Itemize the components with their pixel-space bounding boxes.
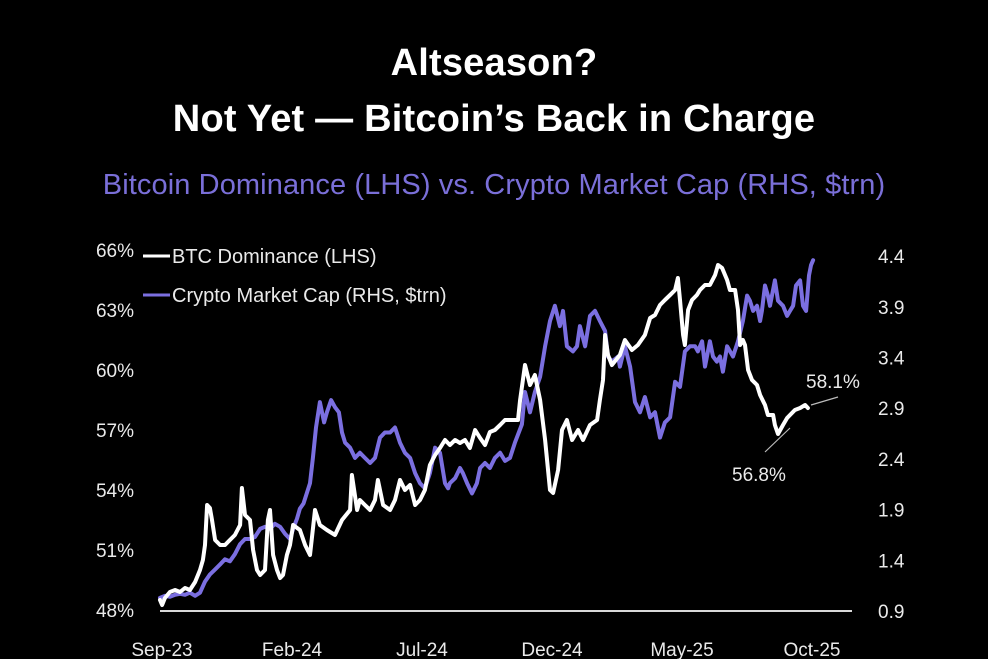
- chart-title-line-1: Altseason?: [390, 42, 598, 84]
- annotation-leader-low: [764, 427, 791, 453]
- right-axis-tick-label: 4.4: [878, 247, 905, 268]
- annotation-low: 56.8%: [732, 427, 791, 486]
- right-axis-tick-label: 3.4: [878, 349, 905, 370]
- left-axis-ticks: 48% 51% 54% 57% 60% 63% 66%: [96, 241, 134, 622]
- chart-title-line-2: Not Yet — Bitcoin’s Back in Charge: [172, 98, 816, 140]
- right-axis-tick-label: 3.9: [878, 298, 904, 319]
- left-axis-tick-label: 48%: [96, 601, 134, 622]
- annotation-leader-latest: [810, 396, 839, 406]
- annotation-label-low: 56.8%: [732, 465, 786, 486]
- left-axis-tick-label: 63%: [96, 301, 134, 322]
- x-axis-tick-label: Jul-24: [396, 640, 448, 659]
- legend-label-btc: BTC Dominance (LHS): [172, 246, 377, 268]
- x-axis-tick-label: May-25: [650, 640, 713, 659]
- x-axis-tick-label: Dec-24: [521, 640, 583, 659]
- chart-subtitle: Bitcoin Dominance (LHS) vs. Crypto Marke…: [102, 169, 886, 201]
- annotation-label-latest: 58.1%: [806, 372, 860, 393]
- left-axis-tick-label: 51%: [96, 541, 134, 562]
- x-axis-ticks: Sep-23 Feb-24 Jul-24 Dec-24 May-25 Oct-25: [131, 640, 840, 659]
- right-axis-tick-label: 2.4: [878, 450, 905, 471]
- legend-item-btc[interactable]: BTC Dominance (LHS): [143, 246, 377, 268]
- mcap-series-line: [158, 258, 816, 600]
- right-axis-tick-label: 1.9: [878, 501, 904, 522]
- x-axis-tick-label: Feb-24: [262, 640, 323, 659]
- left-axis-tick-label: 54%: [96, 481, 134, 502]
- annotation-latest: 58.1%: [806, 372, 860, 406]
- legend-label-mcap: Crypto Market Cap (RHS, $trn): [172, 285, 447, 307]
- btc-series-line: [158, 263, 810, 607]
- left-axis-tick-label: 60%: [96, 361, 134, 382]
- x-axis-tick-label: Oct-25: [783, 640, 840, 659]
- right-axis-ticks: 0.9 1.4 1.9 2.4 2.9 3.4 3.9 4.4: [878, 247, 905, 623]
- left-axis-tick-label: 66%: [96, 241, 134, 262]
- right-axis-tick-label: 2.9: [878, 399, 904, 420]
- right-axis-tick-label: 1.4: [878, 551, 905, 572]
- right-axis-tick-label: 0.9: [878, 602, 904, 623]
- x-axis-tick-label: Sep-23: [131, 640, 192, 659]
- legend-item-mcap[interactable]: Crypto Market Cap (RHS, $trn): [143, 285, 447, 307]
- legend: BTC Dominance (LHS) Crypto Market Cap (R…: [143, 246, 447, 307]
- left-axis-tick-label: 57%: [96, 421, 134, 442]
